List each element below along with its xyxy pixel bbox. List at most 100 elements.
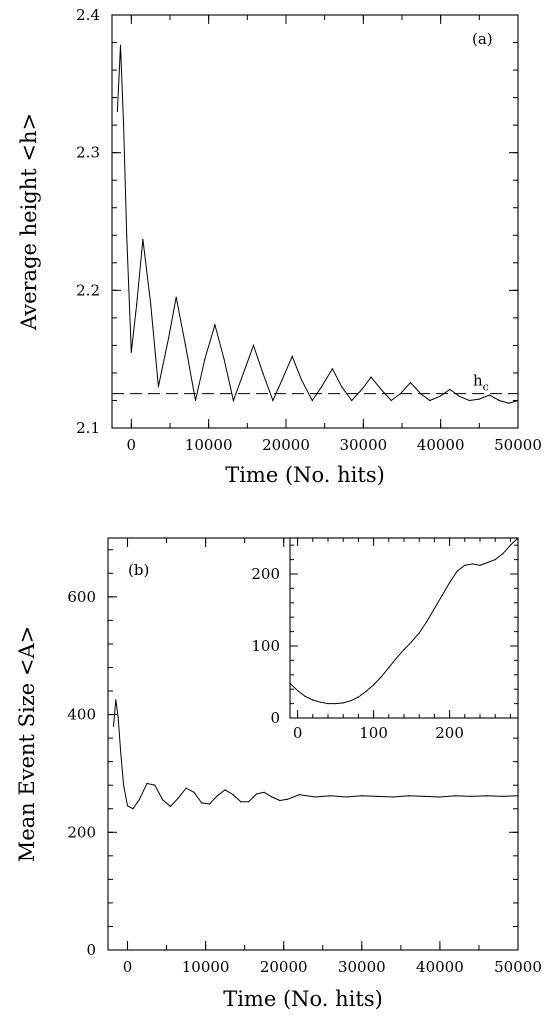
series-line-point [208,803,211,805]
series-line-point [449,388,451,391]
x-tick-label: 30000 [339,436,387,454]
series-line-point [214,324,216,326]
inset-series-line-point [471,563,473,565]
x-tick-label: 20000 [260,958,308,976]
series-line-point [380,388,382,391]
series-line-point [291,355,293,357]
series-line-point [150,303,152,305]
series-line-point [185,787,187,789]
inset-y-tick-label: 100 [251,637,280,655]
series-line-point [478,398,480,400]
inset-series-line-point [502,553,504,555]
series-line-point [470,795,472,798]
series-line-point [300,379,303,381]
inset-series-line-point [426,620,428,623]
series-line-point [116,110,118,112]
inset-series-line-point [441,595,443,597]
inset-series-line-point [487,561,489,564]
series-line-point [169,805,172,808]
series-line [113,699,519,810]
inset-series-line-point [327,703,329,705]
inset-series-line-point [304,695,306,698]
series-line-point [263,791,265,793]
series-line-point [126,805,129,807]
inset-x-tick-label: 0 [293,724,303,742]
inset-series-line-point [418,632,420,634]
series-line-point [439,395,441,397]
series-line-point [409,382,412,384]
plot-frame [111,14,519,429]
inset-series-line-point [350,700,352,702]
x-tick-label: 0 [127,436,137,454]
inset-series-line-point [357,696,359,698]
series-line-point [361,388,363,391]
series-line-point [117,716,119,719]
x-tick-label: 20000 [262,436,310,454]
x-tick-label: 10000 [185,436,233,454]
x-tick-label: 50000 [494,958,542,976]
series-line-point [392,796,394,798]
inset-series-line-point [373,684,375,686]
series-line-point [248,801,250,803]
series-line-point [123,784,125,786]
series-line-point [204,358,206,360]
inset-background [290,538,518,718]
series-line-point [123,124,125,126]
y-tick-label: 400 [67,706,96,724]
series-line-point [311,399,313,402]
series-line-point [232,399,234,402]
y-tick-label: 200 [67,823,96,841]
y-axis-label: Mean Event Size <A> [15,626,39,863]
series-line-point [193,791,195,793]
panel-b: 0 10000 20000 30000 40000 500000200400600(b)T… [15,537,542,1011]
series-line-point [376,795,378,798]
inset-series-line-point [494,559,496,561]
inset-series-line-point [335,703,337,705]
series-line-point [119,749,122,751]
series-line-point [314,796,316,798]
inset-series-line-point [403,649,405,651]
inset-series-line-point [380,676,382,678]
series-line-point [252,344,255,346]
x-tick-label: 30000 [338,958,386,976]
series-line-point [351,399,353,402]
inset-x-tick-label: 200 [435,724,464,742]
x-tick-label: 50000 [494,436,542,454]
series-line-point [281,379,283,381]
series-line-point [501,795,503,798]
series-line-point [177,797,179,799]
inset-series-line-point [289,682,291,685]
y-axis-label: Average height <h> [17,113,41,331]
y-tick-label: 0 [86,941,96,959]
hc-label: hc [473,372,489,394]
inset-y-tick-label: 0 [270,709,280,727]
series-line-point [454,795,457,797]
inset-series-line-point [433,608,435,610]
series-line-point [223,358,225,360]
x-tick-label: 0 [123,958,133,976]
series-line-point [287,798,289,800]
series-line-point [272,399,274,402]
inset-series-line-point [517,537,519,539]
series-line-point [321,386,323,388]
series-line-point [408,795,410,797]
inset-series-line-point [449,582,451,584]
series-line-point [361,795,363,797]
series-line-point [341,386,343,388]
series-line-point [126,234,128,236]
series-line-point [201,802,203,804]
series-line-point [390,399,392,402]
inset-chart: 0 100 200 0 100 200 [251,537,519,742]
y-tick-label: 2.3 [76,144,100,162]
inset-series-line-point [388,667,390,669]
series-line-point [232,794,234,796]
series-line-point [271,796,273,798]
series-line-point [458,395,460,397]
series-line-point [298,794,300,796]
series-line-point [330,795,332,797]
series-line-point [142,238,144,240]
series-line-point [279,799,281,802]
series-line-point [136,303,138,305]
series-line-point [115,699,117,701]
